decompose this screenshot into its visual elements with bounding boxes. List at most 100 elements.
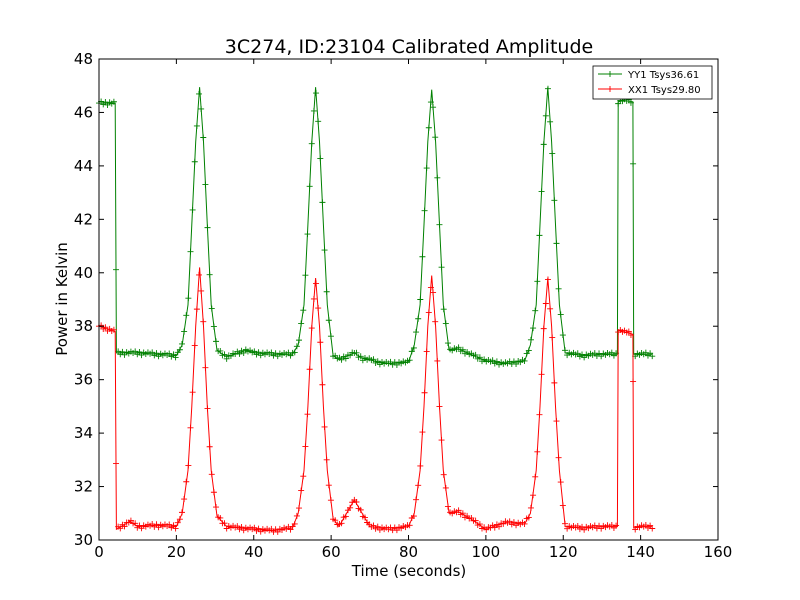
data-point: [213, 504, 220, 511]
data-point: [338, 520, 345, 527]
data-point: [121, 523, 128, 530]
data-point: [353, 498, 360, 505]
data-point: [204, 405, 211, 412]
data-point: [561, 520, 568, 527]
data-point: [551, 197, 558, 204]
data-point: [153, 521, 160, 528]
data-point: [187, 424, 194, 431]
data-point: [136, 348, 143, 355]
data-point: [255, 525, 262, 532]
x-tick-label: 60: [322, 543, 341, 561]
x-tick-label: 20: [167, 543, 186, 561]
data-point: [110, 98, 117, 105]
data-point: [310, 107, 317, 114]
data-point: [553, 240, 560, 247]
data-point: [436, 403, 443, 410]
data-point: [525, 514, 532, 521]
data-point: [117, 525, 124, 532]
data-point: [268, 349, 275, 356]
data-point: [427, 99, 434, 106]
plot-area: [99, 59, 718, 540]
data-point: [306, 366, 313, 373]
y-tick-label: 40: [74, 264, 93, 282]
data-point: [561, 347, 568, 354]
series-line: [99, 87, 653, 365]
data-point: [298, 487, 305, 494]
data-point: [521, 520, 528, 527]
data-point: [221, 520, 228, 527]
data-point: [438, 264, 445, 271]
x-axis: 0 20 40 60 80 100 120 140 160: [94, 59, 732, 561]
data-point: [574, 523, 581, 530]
data-point: [313, 90, 320, 97]
data-point: [527, 336, 534, 343]
data-point: [536, 411, 543, 418]
data-point: [217, 347, 224, 354]
data-point: [317, 155, 324, 162]
data-point: [102, 324, 109, 331]
data-point: [313, 280, 320, 287]
data-point: [191, 158, 198, 165]
data-point: [191, 342, 198, 349]
data-point: [210, 323, 217, 330]
y-tick-label: 48: [74, 50, 93, 68]
data-point: [255, 349, 262, 356]
data-point: [432, 134, 439, 141]
data-point: [547, 305, 554, 312]
data-point: [425, 124, 432, 131]
data-point: [202, 181, 209, 188]
y-tick-label: 34: [74, 424, 93, 442]
data-point: [472, 351, 479, 358]
data-point: [538, 188, 545, 195]
x-tick-label: 0: [94, 543, 104, 561]
data-point: [440, 306, 447, 313]
data-point: [530, 492, 537, 499]
data-point: [413, 496, 420, 503]
data-point: [493, 358, 500, 365]
data-point: [306, 183, 313, 190]
data-point: [410, 344, 417, 351]
data-point: [491, 524, 498, 531]
data-point: [300, 473, 307, 480]
data-point: [534, 448, 541, 455]
data-point: [547, 118, 554, 125]
data-point: [521, 357, 528, 364]
data-point: [193, 306, 200, 313]
x-tick-label: 120: [549, 543, 578, 561]
data-point: [555, 285, 562, 292]
data-point: [542, 300, 549, 307]
data-point: [444, 340, 451, 347]
x-tick-label: 160: [704, 543, 733, 561]
y-tick-label: 36: [74, 371, 93, 389]
data-point: [357, 506, 364, 513]
data-point: [236, 350, 243, 357]
data-point: [185, 295, 192, 302]
y-tick-label: 38: [74, 317, 93, 335]
y-tick-label: 32: [74, 478, 93, 496]
data-point: [506, 518, 513, 525]
data-point: [417, 296, 424, 303]
data-point: [310, 295, 317, 302]
data-point: [406, 357, 413, 364]
data-point: [181, 496, 188, 503]
data-point: [627, 99, 634, 106]
data-point: [525, 347, 532, 354]
data-point: [544, 85, 551, 92]
data-point: [476, 354, 483, 361]
data-point: [551, 379, 558, 386]
data-point: [181, 328, 188, 335]
data-point: [555, 454, 562, 461]
data-point: [293, 512, 300, 519]
data-point: [113, 460, 120, 467]
data-point: [304, 231, 311, 238]
data-point: [455, 507, 462, 514]
data-point: [296, 505, 303, 512]
data-point: [347, 504, 354, 511]
data-point: [489, 357, 496, 364]
data-point: [417, 462, 424, 469]
data-point: [208, 471, 215, 478]
data-point: [423, 348, 430, 355]
legend: YY1 Tsys36.61 XX1 Tsys29.80: [592, 65, 713, 100]
data-point: [649, 353, 656, 360]
